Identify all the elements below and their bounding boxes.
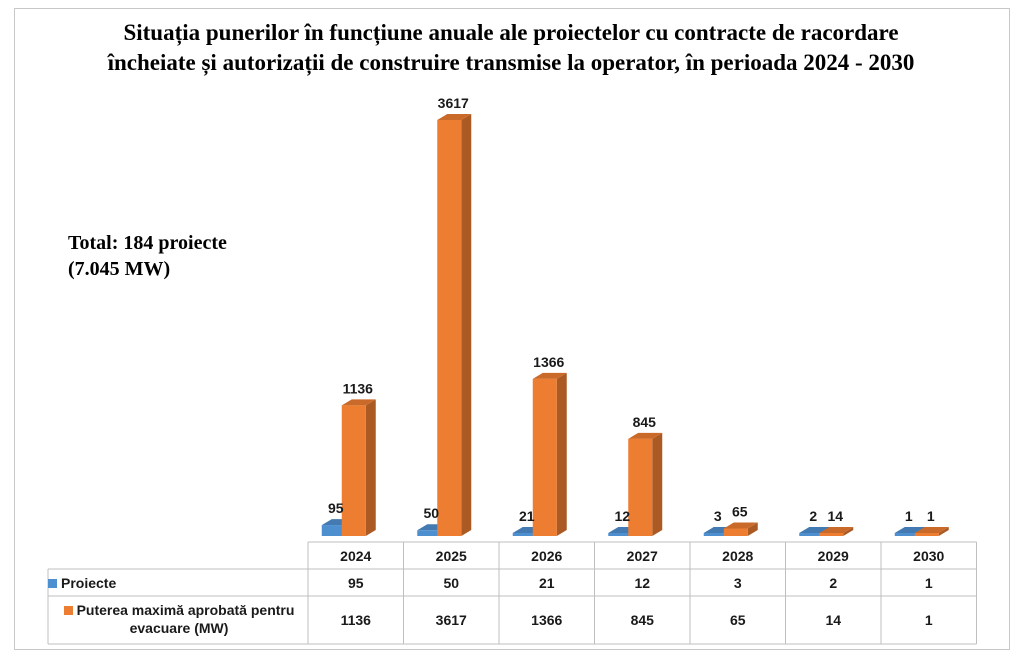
total-annotation: Total: 184 proiecte (7.045 MW) xyxy=(68,230,227,282)
bar-putere-2029 xyxy=(819,527,854,536)
data-label-putere-2029: 14 xyxy=(827,508,843,524)
table-putere-2024: 1136 xyxy=(341,612,372,628)
category-label-2024: 2024 xyxy=(340,548,371,564)
data-label-proiecte-2024: 95 xyxy=(328,500,344,516)
table-proiecte-2024: 95 xyxy=(348,575,364,591)
legend-row-putere: Puterea maximă aprobată pentru evacuare … xyxy=(48,601,310,637)
bar-putere-2030 xyxy=(914,527,949,536)
table-putere-2026: 1366 xyxy=(531,612,562,628)
data-table-values: 2024951136202550361720262113662027128452… xyxy=(340,548,944,628)
table-proiecte-2028: 3 xyxy=(734,575,742,591)
legend-label-putere: Puterea maximă aprobată pentru evacuare … xyxy=(76,602,295,636)
bar-putere-2024 xyxy=(341,399,376,536)
table-proiecte-2030: 1 xyxy=(925,575,933,591)
legend-swatch-orange xyxy=(63,606,73,615)
data-table-grid xyxy=(47,541,977,645)
data-label-proiecte-2026: 21 xyxy=(519,508,535,524)
table-putere-2027: 845 xyxy=(631,612,655,628)
bar-putere-2027 xyxy=(628,432,663,536)
legend-row-proiecte: Proiecte xyxy=(48,574,116,592)
table-putere-2025: 3617 xyxy=(436,612,467,628)
bar-putere-2025 xyxy=(437,114,472,536)
data-label-proiecte-2029: 2 xyxy=(809,508,817,524)
category-label-2029: 2029 xyxy=(818,548,849,564)
table-proiecte-2026: 21 xyxy=(539,575,555,591)
data-label-proiecte-2025: 50 xyxy=(423,505,439,521)
category-label-2027: 2027 xyxy=(627,548,658,564)
table-proiecte-2025: 50 xyxy=(443,575,459,591)
bar-putere-2028 xyxy=(723,522,758,536)
category-label-2030: 2030 xyxy=(913,548,944,564)
bars-layer: 95 1136 50 3617 21 1366 12 845 3 65 2 14 1 1 xyxy=(321,95,949,536)
chart-title: Situația punerilor în funcțiune anuale a… xyxy=(14,18,1008,78)
data-label-proiecte-2028: 3 xyxy=(714,508,722,524)
chart-title-line-2: încheiate și autorizații de construire t… xyxy=(107,50,915,75)
total-projects-text: Total: 184 proiecte xyxy=(68,232,227,254)
table-putere-2028: 65 xyxy=(730,612,746,628)
legend-swatch-blue xyxy=(48,579,57,588)
data-label-putere-2027: 845 xyxy=(633,414,657,430)
bar-putere-2026 xyxy=(532,372,567,536)
chart-title-line-1: Situația punerilor în funcțiune anuale a… xyxy=(123,20,899,45)
data-label-putere-2030: 1 xyxy=(927,508,935,524)
data-label-putere-2026: 1366 xyxy=(533,354,564,370)
data-label-proiecte-2027: 12 xyxy=(614,508,630,524)
data-label-putere-2028: 65 xyxy=(732,504,748,520)
category-label-2026: 2026 xyxy=(531,548,562,564)
chart-frame xyxy=(14,8,1010,650)
table-putere-2030: 1 xyxy=(925,612,933,628)
total-power-text: (7.045 MW) xyxy=(68,258,171,280)
data-label-putere-2025: 3617 xyxy=(438,95,469,111)
table-proiecte-2027: 12 xyxy=(634,575,650,591)
data-label-putere-2024: 1136 xyxy=(343,380,374,396)
category-label-2028: 2028 xyxy=(722,548,753,564)
data-label-proiecte-2030: 1 xyxy=(905,508,913,524)
table-putere-2029: 14 xyxy=(825,612,841,628)
legend-label-proiecte: Proiecte xyxy=(61,575,117,591)
table-proiecte-2029: 2 xyxy=(829,575,837,591)
category-label-2025: 2025 xyxy=(436,548,467,564)
